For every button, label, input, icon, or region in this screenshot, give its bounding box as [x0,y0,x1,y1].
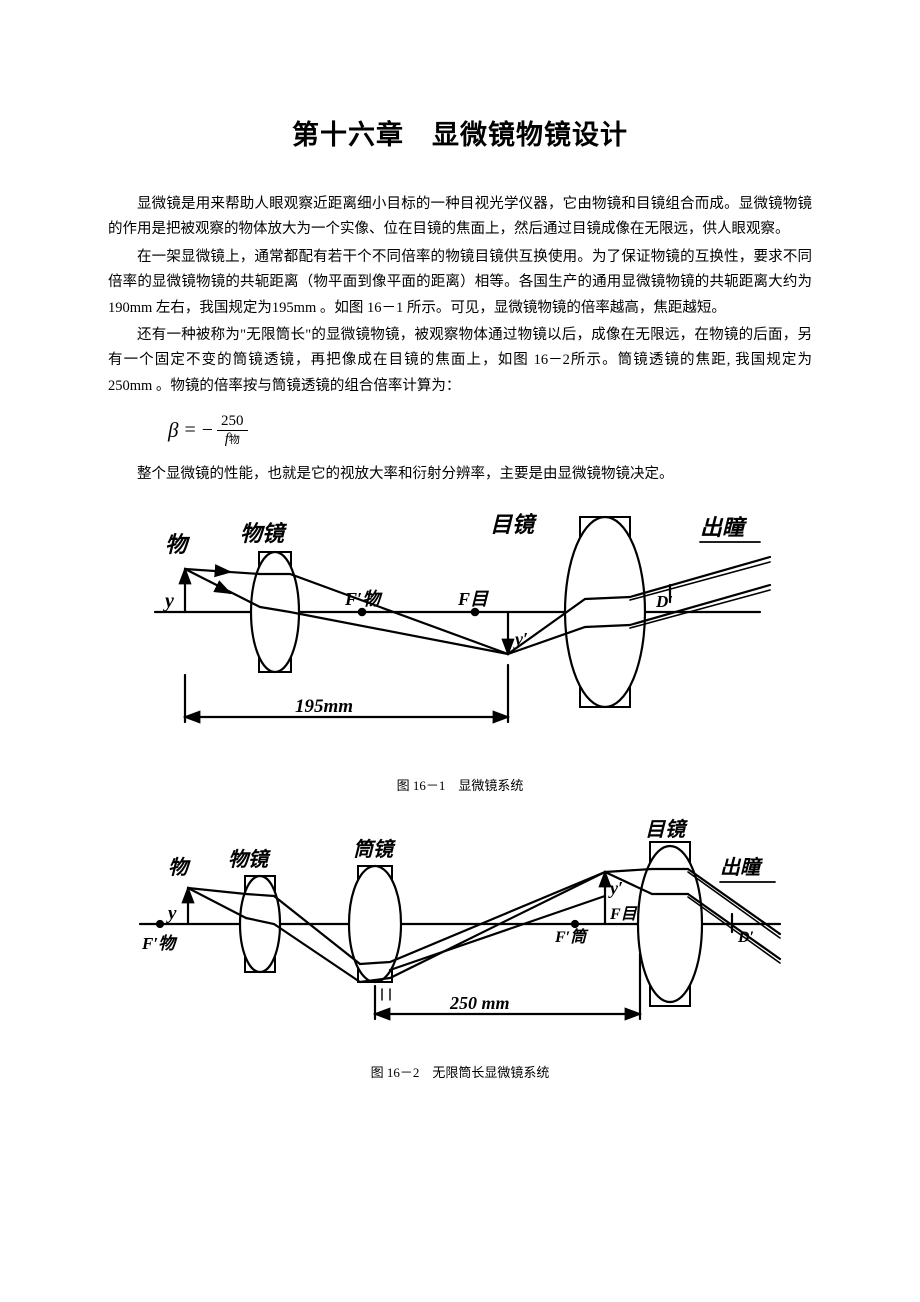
paragraph-3: 还有一种被称为"无限筒长"的显微镜物镜，被观察物体通过物镜以后，成像在无限远，在… [108,323,812,399]
fig2-label-Ftube: F′筒 [554,928,589,946]
fig2-label-exitpupil: 出瞳 [720,856,763,879]
formula-eq: = [184,419,195,442]
fig1-label-objective: 物镜 [240,521,288,546]
fig2-label-object: 物 [168,856,191,879]
figure-1-caption: 图 16－1 显微镜系统 [108,775,812,794]
formula-fraction: 250 f物 [217,413,248,448]
figure-1-svg: 物 物镜 目镜 出瞳 y F′物 F目 y′ D′ 195mm [140,507,780,767]
formula-sign: − [202,419,213,442]
fig2-label-tubelens: 筒镜 [353,838,396,861]
fig2-label-Feye: F目 [609,906,638,923]
fig2-label-distance: 250 mm [449,993,510,1013]
fig1-label-y: y [163,590,174,612]
fig1-label-eyepiece: 目镜 [490,512,538,537]
fig2-label-yprime: y′ [608,878,623,898]
formula-numerator: 250 [217,413,248,431]
formula-denominator: f物 [221,431,244,448]
formula-beta: β = − 250 f物 [168,413,812,448]
paragraph-2: 在一架显微镜上，通常都配有若干个不同倍率的物镜目镜供互换使用。为了保证物镜的互换… [108,245,812,321]
fig1-label-Feye: F目 [457,589,490,609]
fig1-label-object: 物 [165,532,191,557]
fig2-label-Dprime: D′ [737,929,754,946]
fig2-label-Fobj: F′物 [141,934,178,953]
fig2-label-eyepiece: 目镜 [645,818,688,841]
figure-2-svg: 物 物镜 筒镜 目镜 出瞳 y F′物 F′筒 F目 y′ D′ 250 mm [130,814,790,1054]
chapter-title: 第十六章 显微镜物镜设计 [108,113,812,152]
paragraph-4: 整个显微镜的性能，也就是它的视放大率和衍射分辨率，主要是由显微镜物镜决定。 [108,462,812,487]
formula-lhs: β [168,418,178,443]
paragraph-1: 显微镜是用来帮助人眼观察近距离细小目标的一种目视光学仪器，它由物镜和目镜组合而成… [108,192,812,243]
figure-2: 物 物镜 筒镜 目镜 出瞳 y F′物 F′筒 F目 y′ D′ 250 mm … [108,814,812,1081]
fig2-label-objective: 物镜 [228,848,271,871]
fig2-label-y: y [166,903,177,924]
fig1-label-exitpupil: 出瞳 [700,515,748,540]
figure-1: 物 物镜 目镜 出瞳 y F′物 F目 y′ D′ 195mm 图 16－1 显… [108,507,812,794]
fig1-label-distance: 195mm [295,696,353,717]
fig1-label-Dprime: D′ [655,592,673,611]
figure-2-caption: 图 16－2 无限筒长显微镜系统 [108,1062,812,1081]
formula-den-sub: 物 [229,434,240,446]
fig1-label-yprime: y′ [513,629,528,649]
fig1-label-Fobj: F′物 [344,589,383,609]
document-page: 第十六章 显微镜物镜设计 显微镜是用来帮助人眼观察近距离细小目标的一种目视光学仪… [0,0,920,1161]
